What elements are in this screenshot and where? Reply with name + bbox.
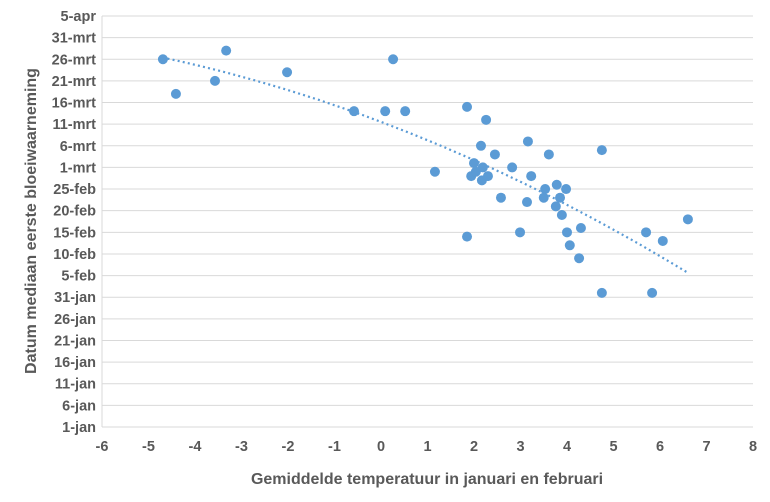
- data-point: [561, 184, 572, 195]
- data-point: [400, 106, 411, 117]
- data-point: [469, 158, 479, 169]
- y-tick-label: 16-jan: [54, 355, 96, 371]
- data-point: [388, 54, 399, 65]
- data-point: [556, 210, 567, 221]
- data-point: [596, 287, 607, 298]
- y-tick-label: 16-mrt: [52, 96, 96, 112]
- data-point: [538, 192, 549, 203]
- y-axis-title: Datum mediaan eerste bloeiwaarneming: [23, 68, 40, 374]
- data-point: [564, 240, 575, 251]
- trendline: [162, 56, 689, 274]
- x-tick-label: 0: [377, 439, 385, 455]
- data-point: [349, 106, 360, 117]
- data-point: [507, 162, 518, 173]
- x-tick-label: 8: [749, 439, 757, 455]
- data-point: [550, 201, 561, 212]
- x-tick-label: -6: [96, 439, 109, 455]
- y-tick-label: 1-mrt: [60, 160, 96, 176]
- x-tick-label: -2: [282, 439, 295, 455]
- data-point: [540, 184, 551, 195]
- x-tick-label: 1: [423, 439, 431, 455]
- data-points: [157, 45, 693, 298]
- y-tick-label: 15-feb: [53, 225, 96, 241]
- y-tick-label: 21-jan: [54, 333, 96, 349]
- data-point: [380, 106, 391, 117]
- data-point: [682, 214, 693, 225]
- data-point: [495, 192, 506, 203]
- y-tick-label: 21-mrt: [52, 74, 96, 90]
- data-point: [551, 179, 562, 190]
- y-tick-label: 26-jan: [54, 312, 96, 328]
- x-tick-labels: -6 -5 -4 -3 -2 -1 0 1 2 3 4 5 6 7 8: [96, 439, 757, 455]
- x-tick-label: 7: [702, 439, 710, 455]
- data-point: [481, 114, 492, 125]
- y-tick-label: 11-jan: [55, 377, 96, 393]
- data-point: [429, 166, 440, 177]
- y-tick-label: 5-feb: [61, 269, 96, 285]
- x-tick-label: 5: [609, 439, 617, 455]
- x-tick-label: 4: [563, 439, 571, 455]
- x-tick-label: 6: [656, 439, 664, 455]
- y-tick-label: 1-jan: [62, 420, 96, 436]
- data-point: [647, 287, 658, 298]
- data-point: [462, 231, 473, 242]
- data-point: [157, 54, 168, 65]
- data-point: [574, 253, 585, 264]
- data-point: [282, 67, 293, 78]
- data-point: [170, 88, 181, 99]
- x-tick-label: -1: [328, 439, 341, 455]
- data-point: [482, 171, 493, 182]
- y-tick-label: 31-mrt: [52, 31, 96, 47]
- y-tick-label: 6-jan: [62, 398, 96, 414]
- data-point: [526, 171, 537, 182]
- x-tick-label: -5: [142, 439, 155, 455]
- y-tick-label: 10-feb: [53, 247, 96, 263]
- data-point: [221, 45, 232, 56]
- data-point: [515, 227, 526, 238]
- x-tick-label: 2: [470, 439, 478, 455]
- x-tick-label: -3: [235, 439, 248, 455]
- data-point: [522, 197, 533, 208]
- y-tick-label: 26-mrt: [52, 52, 96, 68]
- x-axis-title: Gemiddelde temperatuur in januari en feb…: [251, 471, 603, 488]
- data-point: [657, 235, 668, 246]
- y-tick-label: 6-mrt: [60, 139, 96, 155]
- data-point: [562, 227, 572, 238]
- y-tick-label: 20-feb: [53, 204, 96, 220]
- data-point: [575, 222, 586, 233]
- data-point: [596, 145, 607, 156]
- y-tick-label: 11-mrt: [52, 117, 96, 133]
- x-tick-label: 3: [516, 439, 524, 455]
- y-tick-label: 25-feb: [53, 182, 96, 198]
- data-point: [489, 149, 500, 160]
- data-point: [543, 149, 554, 160]
- data-point: [522, 136, 533, 147]
- y-tick-label: 31-jan: [54, 290, 96, 306]
- x-tick-label: -4: [189, 439, 202, 455]
- data-point: [462, 101, 473, 112]
- y-tick-label: 5-apr: [61, 9, 97, 25]
- data-point: [641, 227, 652, 238]
- data-point: [555, 192, 566, 203]
- data-point: [477, 162, 488, 173]
- data-point: [475, 140, 486, 151]
- gridlines: [102, 15, 753, 428]
- y-tick-labels: 1-jan 6-jan 11-jan 16-jan 21-jan 26-jan 31-jan…: [52, 9, 97, 436]
- data-point: [209, 75, 220, 86]
